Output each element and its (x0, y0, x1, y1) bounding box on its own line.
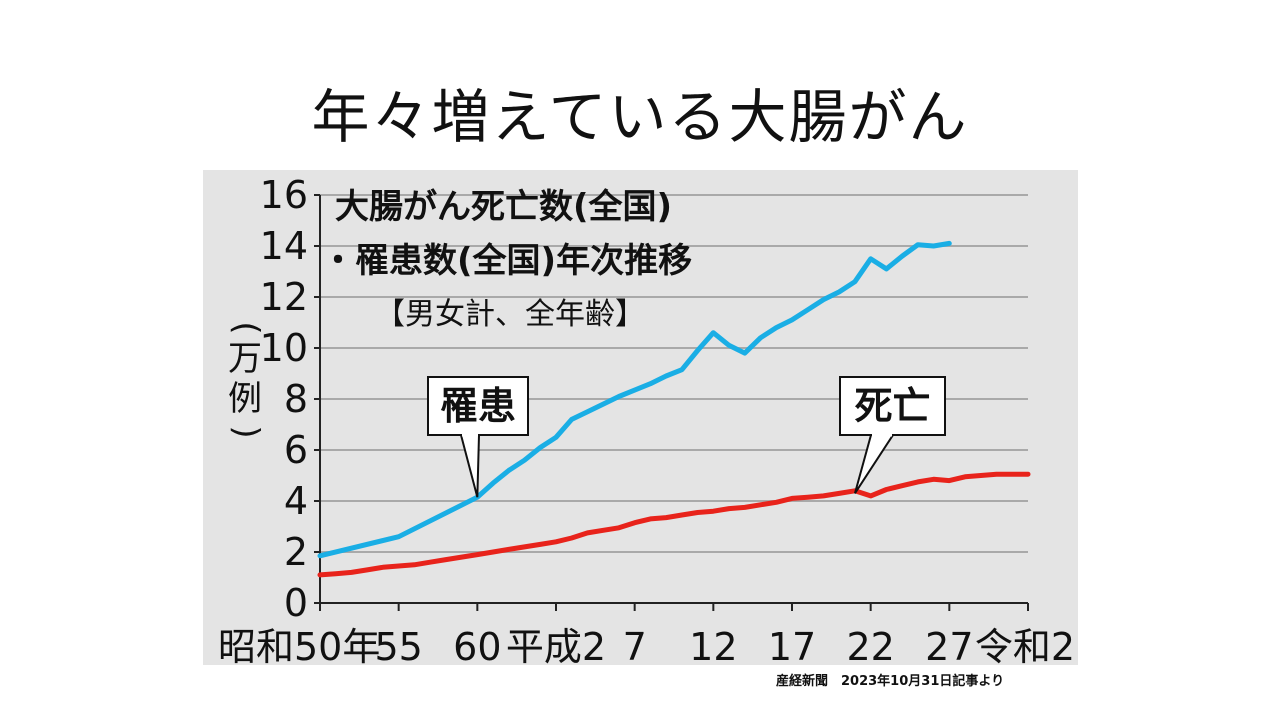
y-tick-label-2: 2 (284, 530, 308, 574)
y-axis-label-char-0: ( (226, 321, 266, 334)
callout-box-1 (839, 376, 946, 436)
y-tick-label-4: 4 (284, 479, 308, 523)
x-tick-label-1: 55 (374, 625, 422, 665)
callout-tail-0 (459, 434, 481, 498)
series-lines (317, 240, 1031, 578)
x-tick-label-7: 22 (846, 625, 894, 665)
slide-title: 年々増えている大腸がん (311, 83, 969, 151)
x-tick-label-5: 12 (689, 625, 737, 665)
x-tick-label-2: 60 (453, 625, 501, 665)
x-tick-label-9: 令和2 (975, 625, 1075, 665)
callout-box-0 (427, 376, 529, 436)
callout-label-0: 罹患 (440, 384, 516, 428)
y-tick-label-6: 6 (284, 428, 308, 472)
source-credit: 産経新聞 2023年10月31日記事より (776, 674, 1005, 689)
chart-panel: 0 2 4 6 8 10 12 14 16 ( 万例) 昭和50年 55 60 平成2 7 12 17 22 27 令和… (203, 170, 1078, 665)
chart-title-line2: ・罹患数(全国)年次推移 (321, 241, 692, 281)
y-axis-label-char-1: 万 (228, 339, 262, 379)
y-tick-label-0: 0 (284, 581, 308, 625)
series-line-0 (317, 240, 952, 559)
y-tick-label-8: 8 (284, 377, 308, 421)
chart-title-line1: 大腸がん死亡数(全国) (335, 187, 672, 227)
y-axis-label-char-3: ) (226, 425, 266, 438)
y-tick-label-14: 14 (260, 224, 308, 268)
x-tick-label-4: 7 (623, 625, 647, 665)
x-tick-label-3: 平成2 (506, 625, 606, 665)
callout-label-1: 死亡 (854, 384, 930, 428)
series-line-1 (317, 471, 1031, 578)
chart-subtitle: 【男女計、全年齢】 (375, 297, 645, 332)
callouts: 罹患 死亡 (427, 376, 946, 498)
x-tick-label-8: 27 (925, 625, 973, 665)
x-tick-label-0: 昭和50年 (218, 625, 380, 665)
callout-tail-1 (853, 434, 895, 494)
x-tick-label-6: 17 (768, 625, 816, 665)
y-tick-label-16: 16 (260, 173, 308, 217)
y-tick-label-10: 10 (260, 326, 308, 370)
y-tick-label-12: 12 (260, 275, 308, 319)
y-axis-label-char-2: 例 (228, 379, 262, 419)
chart-text: 大腸がん死亡数(全国) ・罹患数(全国)年次推移 【男女計、全年齢】 (321, 187, 692, 332)
